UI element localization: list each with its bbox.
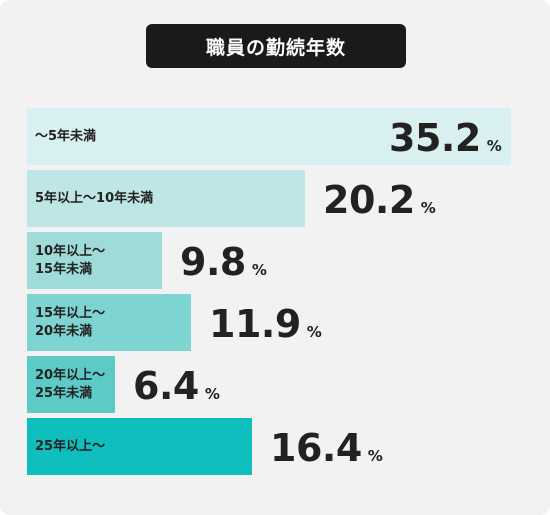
value-number: 6.4 — [133, 364, 199, 408]
bar-3: 10年以上〜 15年未満 — [27, 232, 162, 289]
value-unit: % — [486, 137, 502, 155]
category-label-line: 15年未満 — [35, 261, 93, 277]
value-number: 20.2 — [323, 178, 415, 222]
category-label: 5年以上〜10年未満 — [35, 190, 153, 208]
category-label: 15年以上〜 20年未満 — [35, 305, 105, 340]
value-unit: % — [251, 261, 267, 279]
category-label: 〜5年未満 — [35, 128, 96, 146]
category-label-line: 25年未満 — [35, 385, 93, 401]
value-number: 9.8 — [180, 240, 246, 284]
value-number: 11.9 — [209, 302, 301, 346]
category-label: 10年以上〜 15年未満 — [35, 243, 105, 278]
category-label-line: 20年以上〜 — [35, 367, 106, 383]
category-label-line: 10年以上〜 — [35, 243, 106, 259]
bar-6: 25年以上〜 — [27, 418, 252, 475]
category-label: 25年以上〜 — [35, 438, 105, 456]
bar-1: 〜5年未満 — [27, 108, 511, 165]
category-label-line: 20年未満 — [35, 323, 93, 339]
value-unit: % — [367, 447, 383, 465]
bar-5: 20年以上〜 25年未満 — [27, 356, 115, 413]
value-label: 16.4% — [270, 426, 383, 470]
value-unit: % — [204, 385, 220, 403]
category-label: 20年以上〜 25年未満 — [35, 367, 105, 402]
chart-title: 職員の勤続年数 — [146, 24, 406, 68]
value-label: 9.8% — [180, 240, 267, 284]
value-unit: % — [420, 199, 436, 217]
category-label-line: 5年以上〜10年未満 — [35, 190, 154, 206]
value-label: 20.2% — [323, 178, 436, 222]
value-number: 35.2 — [389, 116, 481, 160]
value-label: 35.2% — [389, 116, 502, 160]
value-label: 6.4% — [133, 364, 220, 408]
value-unit: % — [306, 323, 322, 341]
category-label-line: 〜5年未満 — [35, 128, 97, 144]
value-label: 11.9% — [209, 302, 322, 346]
category-label-line: 25年以上〜 — [35, 438, 106, 454]
category-label-line: 15年以上〜 — [35, 305, 106, 321]
value-number: 16.4 — [270, 426, 362, 470]
bar-4: 15年以上〜 20年未満 — [27, 294, 191, 351]
bar-2: 5年以上〜10年未満 — [27, 170, 305, 227]
